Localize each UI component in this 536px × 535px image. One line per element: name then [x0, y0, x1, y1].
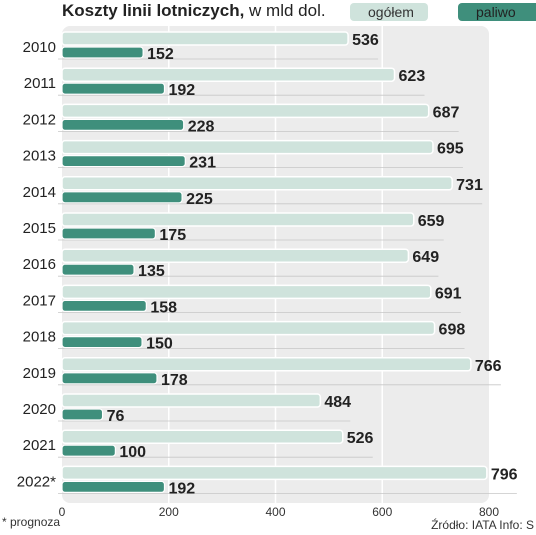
category-label: 2022* — [17, 473, 56, 490]
value-label-fuel: 100 — [119, 444, 146, 461]
bar-fuel-2013 — [61, 155, 186, 168]
value-label-total: 536 — [352, 32, 379, 49]
category-label: 2012 — [23, 111, 56, 128]
category-label: 2020 — [23, 401, 56, 418]
value-label-fuel: 228 — [188, 118, 215, 135]
x-tick-label: 400 — [265, 505, 285, 519]
bar-fuel-2021 — [61, 444, 116, 457]
bar-total-2015 — [61, 212, 415, 227]
legend-total-label: ogółem — [368, 4, 414, 20]
bar-fuel-2015 — [61, 227, 157, 240]
category-label: 2013 — [23, 148, 56, 165]
bar-total-2013 — [61, 139, 434, 155]
x-tick-label: 200 — [159, 505, 179, 519]
category-label: 2019 — [23, 365, 56, 382]
bar-total-2020 — [61, 393, 322, 408]
value-label-total: 731 — [456, 177, 483, 194]
value-label-total: 623 — [399, 68, 426, 85]
value-label-total: 695 — [437, 141, 464, 158]
value-label-total: 766 — [475, 358, 502, 375]
category-label: 2017 — [23, 292, 56, 309]
bar-fuel-2014 — [61, 191, 183, 204]
legend-fuel-label: paliwo — [476, 4, 516, 20]
bar-total-2012 — [61, 103, 430, 119]
bar-total-2018 — [61, 320, 436, 336]
legend-total-swatch: ogółem — [350, 3, 428, 21]
bar-total-2021 — [61, 429, 344, 444]
bar-fuel-2019 — [61, 372, 158, 385]
legend-total: ogółem — [350, 2, 428, 22]
category-label: 2015 — [23, 220, 56, 237]
value-label-total: 484 — [324, 394, 351, 411]
value-label-fuel: 152 — [147, 46, 174, 63]
value-label-fuel: 192 — [168, 82, 195, 99]
value-label-fuel: 76 — [107, 408, 125, 425]
bar-fuel-2011 — [61, 82, 166, 95]
category-label: 2010 — [23, 39, 56, 56]
category-label: 2016 — [23, 256, 56, 273]
category-label: 2021 — [23, 437, 56, 454]
value-label-total: 649 — [412, 249, 439, 266]
x-tick-label: 0 — [59, 505, 66, 519]
bar-total-2017 — [61, 284, 432, 300]
value-label-fuel: 158 — [150, 299, 177, 316]
value-label-total: 687 — [433, 104, 460, 121]
value-label-total: 691 — [435, 285, 462, 302]
value-label-fuel: 135 — [138, 263, 165, 280]
bar-total-2011 — [61, 67, 396, 82]
value-label-fuel: 231 — [189, 155, 216, 172]
value-label-fuel: 175 — [159, 227, 186, 244]
category-label: 2018 — [23, 329, 56, 346]
value-label-total: 659 — [418, 213, 445, 230]
legend-fuel: paliwo — [458, 2, 536, 22]
value-label-fuel: 225 — [186, 191, 213, 208]
x-tick-label: 800 — [479, 505, 499, 519]
category-label: 2014 — [23, 184, 56, 201]
bar-total-2010 — [61, 31, 349, 46]
category-label: 2011 — [24, 75, 56, 92]
bar-fuel-2010 — [61, 46, 144, 59]
value-label-fuel: 178 — [161, 372, 188, 389]
bar-fuel-2020 — [61, 408, 104, 421]
value-label-total: 526 — [347, 430, 374, 447]
bar-fuel-2022* — [61, 480, 166, 493]
legend-fuel-swatch: paliwo — [458, 3, 536, 21]
bar-fuel-2012 — [61, 118, 185, 132]
bar-fuel-2016 — [61, 263, 135, 276]
source-note: Źródło: IATA Info: S — [431, 518, 534, 532]
bar-total-2014 — [61, 176, 453, 191]
bar-fuel-2017 — [61, 299, 147, 312]
bar-fuel-2018 — [61, 336, 143, 349]
footnote: * prognoza — [2, 515, 61, 529]
x-tick-label: 600 — [372, 505, 392, 519]
value-label-fuel: 192 — [168, 480, 195, 497]
value-label-total: 796 — [491, 466, 518, 483]
title-unit: w mld dol. — [249, 1, 326, 20]
title-main: Koszty linii lotniczych, — [62, 1, 245, 20]
bar-total-2016 — [61, 248, 410, 263]
bar-total-2022* — [61, 465, 488, 481]
chart-title: Koszty linii lotniczych, w mld dol. — [62, 1, 326, 21]
value-label-fuel: 150 — [146, 336, 173, 353]
value-label-total: 698 — [439, 322, 466, 339]
bar-total-2019 — [61, 357, 472, 372]
